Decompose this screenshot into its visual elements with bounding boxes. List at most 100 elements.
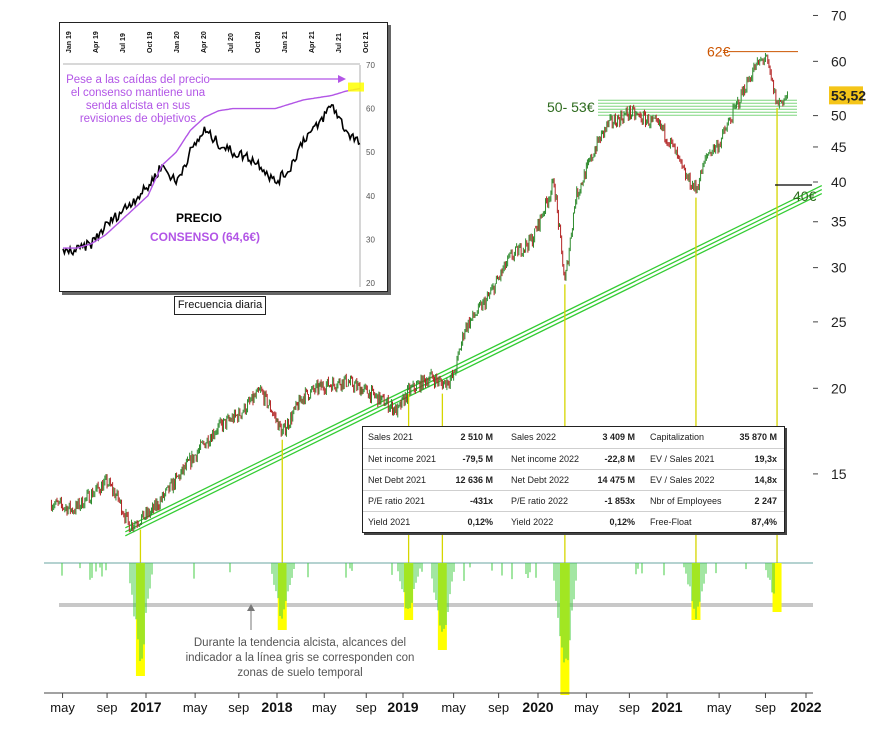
x-tick-label: may (707, 700, 732, 715)
stats-label: Yield 2022 (511, 517, 554, 527)
x-tick-label: may (441, 700, 466, 715)
indicator-highlight (772, 563, 782, 612)
inset-x-tick: Jan 20 (174, 31, 181, 53)
inset-annotation: Pese a las caídas del precio el consenso … (66, 74, 210, 125)
stats-label: P/E ratio 2022 (511, 496, 569, 506)
stats-value: 12 636 M (455, 475, 493, 485)
inset-annotation-line: Pese a las caídas del precio (66, 74, 210, 86)
y-tick-label: 50 (831, 108, 847, 124)
inset-consensus-line (63, 87, 361, 249)
inset-x-tick: Apr 20 (201, 31, 208, 53)
inset-chart: Jan 19 Apr 19 Jul 19 Oct 19 Jan 20 Apr 20 Jul … (62, 31, 375, 288)
y-tick-label: 25 (831, 314, 847, 330)
x-tick-label: sep (97, 700, 118, 715)
inset-y-tick: 70 (366, 61, 375, 70)
inset-annotation-line: revisiones de objetivos (80, 113, 197, 125)
stats-label: EV / Sales 2021 (650, 454, 715, 464)
inset-x-tick: Jan 21 (282, 31, 289, 53)
price-candles (50, 52, 788, 533)
stats-value: -431x (469, 496, 493, 506)
stats-value: 2 247 (754, 496, 777, 506)
inset-legend-price: PRECIO (176, 211, 222, 225)
x-tick-label: 2021 (651, 699, 682, 715)
x-tick-label: sep (228, 700, 249, 715)
annotation-40: 40€ (793, 188, 817, 204)
stats-value: 2 510 M (460, 432, 493, 442)
inset-x-tick: Apr 19 (93, 31, 100, 53)
inset-annotation-line: senda alcista en sus (86, 100, 190, 112)
stats-value: -1 853x (604, 496, 635, 506)
stats-label: Capitalization (650, 432, 705, 442)
y-tick-label: 70 (831, 7, 847, 23)
x-tick-label: 2022 (790, 699, 821, 715)
inset-x-tick: Oct 21 (363, 31, 370, 53)
indicator-note: Durante la tendencia alcista, alcances d… (185, 637, 415, 679)
stats-value: 19,3x (754, 454, 777, 464)
stats-row: Net income 2021 -79,5 M Net income 2022 -22… (363, 448, 784, 469)
inset-highlight (348, 82, 364, 92)
inset-x-tick: Oct 20 (255, 31, 262, 53)
inset-panel: Jan 19 Apr 19 Jul 19 Oct 19 Jan 20 Apr 20 Jul … (59, 22, 388, 292)
indicator-highlight (404, 563, 414, 620)
stats-row: Yield 2021 0,12% Yield 2022 0,12% Free-Float… (363, 511, 784, 532)
indicator-highlight (560, 563, 570, 695)
stats-row: Net Debt 2021 12 636 M Net Debt 2022 14 475… (363, 469, 784, 490)
stats-label: EV / Sales 2022 (650, 475, 715, 485)
stats-row: P/E ratio 2021 -431x P/E ratio 2022 -1 853x… (363, 490, 784, 511)
note-arrowhead (247, 604, 255, 611)
stats-label: Net income 2022 (511, 454, 580, 464)
x-tick-label: may (312, 700, 337, 715)
inset-x-tick: Jan 19 (66, 31, 73, 53)
y-tick-label: 35 (831, 214, 847, 230)
stats-value: -79,5 M (462, 454, 493, 464)
stats-table: Sales 2021 2 510 M Sales 2022 3 409 M Capita… (362, 426, 785, 533)
inset-annotation-arrowhead (338, 75, 346, 83)
current-price-label: 53,52 (831, 87, 866, 103)
stats-label: Net Debt 2022 (511, 475, 570, 485)
annotation-50-53: 50- 53€ (547, 99, 595, 115)
stats-value: 87,4% (751, 517, 777, 527)
x-tick-label: sep (488, 700, 509, 715)
x-tick-label: may (574, 700, 599, 715)
y-tick-label: 40 (831, 174, 847, 190)
stats-label: Net Debt 2021 (368, 475, 427, 485)
trendline (125, 188, 823, 533)
stats-value: 3 409 M (602, 432, 635, 442)
inset-x-tick: Jul 20 (228, 33, 235, 53)
stats-value: 0,12% (609, 517, 635, 527)
inset-y-tick: 60 (366, 105, 375, 114)
x-tick-label: 2020 (522, 699, 553, 715)
stats-value: -22,8 M (604, 454, 635, 464)
stats-label: Net income 2021 (368, 454, 437, 464)
stats-value: 35 870 M (739, 432, 777, 442)
stats-label: Nbr of Employees (650, 496, 722, 506)
stats-value: 14,8x (754, 475, 777, 485)
inset-annotation-line: el consenso mantiene una (71, 87, 206, 99)
inset-y-tick: 40 (366, 192, 375, 201)
x-tick-label: sep (356, 700, 377, 715)
stats-label: Free-Float (650, 517, 692, 527)
x-tick-label: may (183, 700, 208, 715)
current-price-tag (829, 86, 863, 105)
x-tick-label: sep (755, 700, 776, 715)
y-tick-label: 20 (831, 380, 847, 396)
x-tick-label: 2017 (130, 699, 161, 715)
stats-label: Sales 2022 (511, 432, 557, 442)
annotation-62: 62€ (707, 44, 731, 60)
y-tick-label: 45 (831, 139, 847, 155)
inset-y-tick: 20 (366, 279, 375, 288)
inset-x-tick: Jul 21 (336, 33, 343, 53)
x-tick-label: sep (619, 700, 640, 715)
inset-price-line (62, 104, 361, 257)
stats-row: Sales 2021 2 510 M Sales 2022 3 409 M Capita… (363, 427, 784, 447)
y-tick-label: 15 (831, 466, 847, 482)
y-tick-label: 30 (831, 260, 847, 276)
inset-caption: Frecuencia diaria (174, 296, 266, 315)
stats-label: P/E ratio 2021 (368, 496, 426, 506)
x-tick-label: 2018 (261, 699, 292, 715)
trendline (125, 184, 823, 529)
indicator-bars (61, 563, 775, 663)
inset-y-tick: 50 (366, 148, 375, 157)
